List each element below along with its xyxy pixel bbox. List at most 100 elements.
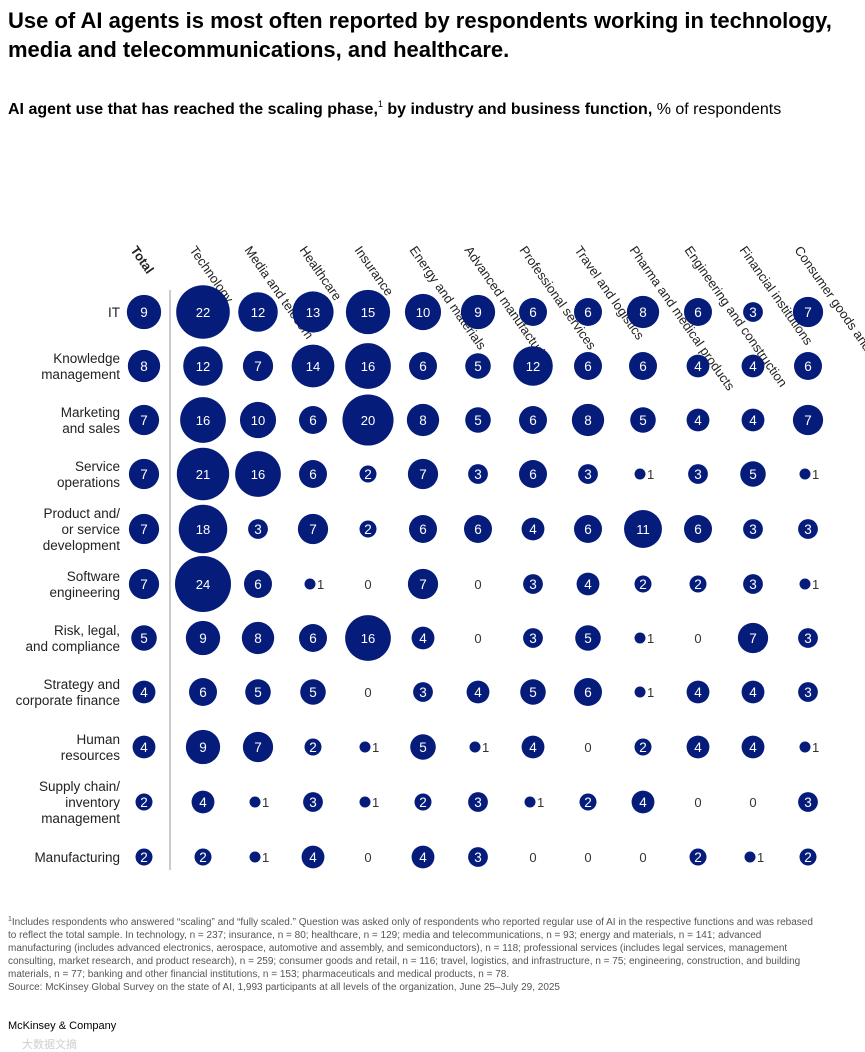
- cell-product-and-or-service-development-healthcare-bubble: [297, 513, 329, 545]
- cell-strategy-and-corporate-finance-energy-and-materials-bubble: [413, 682, 433, 702]
- cell-software-engineering-energy-and-materials-bubble: [407, 568, 439, 600]
- chart-headline: Use of AI agents is most often reported …: [8, 8, 832, 62]
- cell-software-engineering-healthcare-bubble: [304, 578, 316, 590]
- cell-supply-chain-inventory-management-media-and-telecom-value: 1: [262, 795, 269, 810]
- cell-manufacturing-financial-institutions-value: 1: [757, 850, 764, 865]
- brand-logo: McKinsey & Company: [8, 1020, 117, 1032]
- cell-risk-legal-and-compliance-healthcare-bubble: [299, 624, 327, 652]
- cell-service-operations-consumer-goods-and-retail-bubble: [799, 468, 811, 480]
- cell-it-advanced-manufacturing-value: 9: [474, 305, 482, 320]
- cell-marketing-and-sales-total-bubble: [128, 404, 160, 436]
- cell-software-engineering-energy-and-materials-value: 7: [419, 577, 427, 592]
- cell-product-and-or-service-development-professional-services-value: 4: [529, 522, 537, 537]
- cell-product-and-or-service-development-advanced-manufacturing-value: 6: [474, 522, 482, 537]
- row-label-knowledge-management: Knowledge management: [41, 351, 120, 382]
- cell-service-operations-pharma-and-medical-products-value: 1: [647, 467, 654, 482]
- cell-strategy-and-corporate-finance-financial-institutions-value: 4: [749, 685, 757, 700]
- cell-product-and-or-service-development-professional-services-bubble: [521, 517, 545, 541]
- cell-risk-legal-and-compliance-technology-value: 9: [199, 631, 207, 646]
- cell-it-healthcare-value: 13: [306, 305, 320, 320]
- cell-strategy-and-corporate-finance-energy-and-materials-value: 3: [419, 685, 427, 700]
- cell-supply-chain-inventory-management-pharma-and-medical-products-bubble: [631, 790, 655, 814]
- cell-strategy-and-corporate-finance-pharma-and-medical-products-value: 1: [647, 685, 654, 700]
- cell-service-operations-financial-institutions-value: 5: [749, 467, 757, 482]
- cell-it-pharma-and-medical-products-value: 8: [639, 305, 647, 320]
- cell-product-and-or-service-development-energy-and-materials-bubble: [409, 515, 437, 543]
- cell-human-resources-media-and-telecom-value: 7: [254, 740, 262, 755]
- cell-supply-chain-inventory-management-total-bubble: [135, 793, 153, 811]
- footnote-marker: 1: [8, 916, 12, 923]
- cell-marketing-and-sales-insurance-value: 20: [361, 413, 375, 428]
- cell-marketing-and-sales-pharma-and-medical-products-value: 5: [639, 413, 647, 428]
- cell-supply-chain-inventory-management-advanced-manufacturing-bubble: [468, 792, 488, 812]
- cell-service-operations-professional-services-value: 6: [529, 467, 537, 482]
- cell-strategy-and-corporate-finance-technology-value: 6: [199, 685, 207, 700]
- cell-software-engineering-professional-services-value: 3: [529, 577, 537, 592]
- cell-risk-legal-and-compliance-travel-and-logistics-bubble: [575, 625, 601, 651]
- cell-software-engineering-consumer-goods-and-retail-bubble: [799, 578, 811, 590]
- cell-strategy-and-corporate-finance-engineering-and-construction-value: 4: [694, 685, 702, 700]
- cell-risk-legal-and-compliance-financial-institutions-bubble: [737, 622, 769, 654]
- cell-marketing-and-sales-healthcare-value: 6: [309, 413, 317, 428]
- subtitle-footnote-marker: 1: [377, 99, 383, 109]
- cell-product-and-or-service-development-advanced-manufacturing-bubble: [464, 515, 492, 543]
- cell-it-advanced-manufacturing-bubble: [460, 294, 496, 330]
- cell-marketing-and-sales-energy-and-materials-bubble: [406, 403, 440, 437]
- cell-human-resources-engineering-and-construction-bubble: [686, 735, 710, 759]
- cell-human-resources-engineering-and-construction-value: 4: [694, 740, 702, 755]
- cell-risk-legal-and-compliance-media-and-telecom-bubble: [241, 621, 275, 655]
- source-note: Source: McKinsey Global Survey on the st…: [8, 982, 560, 993]
- cell-manufacturing-technology-value: 2: [199, 850, 207, 865]
- cell-service-operations-engineering-and-construction-bubble: [688, 464, 708, 484]
- cell-product-and-or-service-development-consumer-goods-and-retail-bubble: [798, 519, 818, 539]
- cell-marketing-and-sales-travel-and-logistics-value: 8: [584, 413, 592, 428]
- cell-software-engineering-technology-bubble: [175, 556, 231, 612]
- cell-product-and-or-service-development-energy-and-materials-value: 6: [419, 522, 427, 537]
- cell-human-resources-travel-and-logistics-value: 0: [584, 740, 591, 755]
- cell-it-insurance-value: 15: [361, 305, 375, 320]
- cell-product-and-or-service-development-technology-value: 18: [196, 522, 210, 537]
- cell-marketing-and-sales-financial-institutions-bubble: [741, 408, 765, 432]
- cell-knowledge-management-financial-institutions-bubble: [741, 354, 765, 378]
- cell-knowledge-management-engineering-and-construction-value: 4: [694, 359, 702, 374]
- cell-manufacturing-pharma-and-medical-products-value: 0: [639, 850, 646, 865]
- cell-supply-chain-inventory-management-consumer-goods-and-retail-value: 3: [804, 795, 812, 810]
- cell-supply-chain-inventory-management-pharma-and-medical-products-value: 4: [639, 795, 647, 810]
- cell-service-operations-professional-services-bubble: [519, 460, 547, 488]
- cell-supply-chain-inventory-management-insurance-value: 1: [372, 795, 379, 810]
- cell-strategy-and-corporate-finance-advanced-manufacturing-value: 4: [474, 685, 482, 700]
- cell-human-resources-pharma-and-medical-products-bubble: [634, 738, 652, 756]
- cell-service-operations-total-value: 7: [140, 467, 148, 482]
- cell-supply-chain-inventory-management-travel-and-logistics-value: 2: [584, 795, 592, 810]
- cell-it-media-and-telecom-value: 12: [251, 305, 265, 320]
- cell-knowledge-management-healthcare-value: 14: [306, 359, 320, 374]
- cell-supply-chain-inventory-management-healthcare-value: 3: [309, 795, 317, 810]
- cell-strategy-and-corporate-finance-healthcare-bubble: [300, 679, 326, 705]
- cell-manufacturing-travel-and-logistics-value: 0: [584, 850, 591, 865]
- cell-manufacturing-insurance-value: 0: [364, 850, 371, 865]
- cell-risk-legal-and-compliance-total-value: 5: [140, 631, 148, 646]
- cell-manufacturing-advanced-manufacturing-bubble: [468, 847, 488, 867]
- cell-strategy-and-corporate-finance-technology-bubble: [189, 678, 217, 706]
- cell-supply-chain-inventory-management-total-value: 2: [140, 795, 148, 810]
- cell-supply-chain-inventory-management-technology-value: 4: [199, 795, 207, 810]
- cell-software-engineering-advanced-manufacturing-value: 0: [474, 577, 481, 592]
- column-header-total: Total: [128, 243, 158, 276]
- cell-human-resources-advanced-manufacturing-bubble: [469, 741, 481, 753]
- cell-it-engineering-and-construction-value: 6: [694, 305, 702, 320]
- cell-human-resources-pharma-and-medical-products-value: 2: [639, 740, 647, 755]
- row-label-supply-chain-inventory-management: Supply chain/inventory management: [39, 779, 120, 826]
- cell-it-financial-institutions-value: 3: [749, 305, 757, 320]
- cell-it-professional-services-value: 6: [529, 305, 537, 320]
- cell-risk-legal-and-compliance-financial-institutions-value: 7: [749, 631, 757, 646]
- cell-it-total-value: 9: [140, 305, 148, 320]
- cell-manufacturing-total-value: 2: [140, 850, 148, 865]
- cell-risk-legal-and-compliance-energy-and-materials-bubble: [411, 626, 435, 650]
- column-header-insurance: Insurance: [352, 243, 397, 298]
- cell-knowledge-management-total-value: 8: [140, 359, 148, 374]
- cell-risk-legal-and-compliance-energy-and-materials-value: 4: [419, 631, 427, 646]
- row-label-product-and-or-service-development: Product and/or service development: [43, 506, 121, 553]
- cell-it-media-and-telecom-bubble: [238, 292, 278, 332]
- cell-product-and-or-service-development-financial-institutions-value: 3: [749, 522, 757, 537]
- cell-product-and-or-service-development-travel-and-logistics-value: 6: [584, 522, 592, 537]
